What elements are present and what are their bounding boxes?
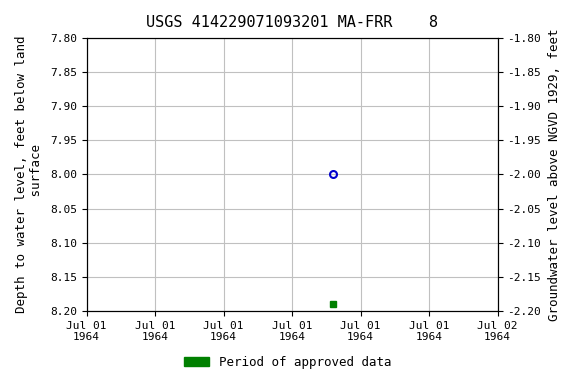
Y-axis label: Depth to water level, feet below land
 surface: Depth to water level, feet below land su… [15, 36, 43, 313]
Y-axis label: Groundwater level above NGVD 1929, feet: Groundwater level above NGVD 1929, feet [548, 28, 561, 321]
Legend: Period of approved data: Period of approved data [179, 351, 397, 374]
Title: USGS 414229071093201 MA-FRR    8: USGS 414229071093201 MA-FRR 8 [146, 15, 438, 30]
